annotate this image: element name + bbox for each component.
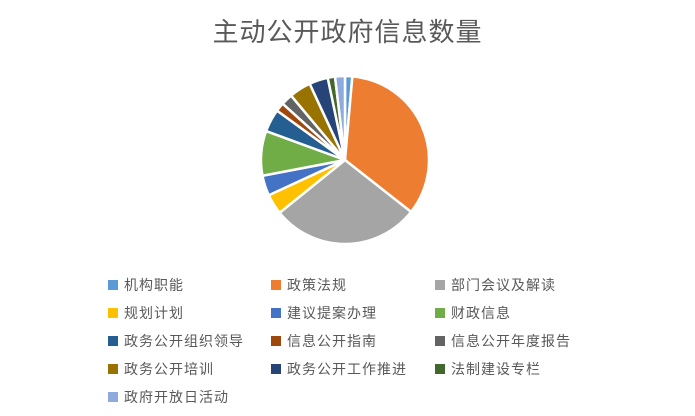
legend-swatch-icon [108,392,118,402]
legend-item-13[interactable]: 政府开放日活动 [108,387,271,407]
legend-swatch-icon [108,280,118,290]
legend-swatch-icon [271,336,281,346]
legend-swatch-icon [435,336,445,346]
legend-item-5[interactable]: 建议提案办理 [271,303,435,323]
legend-label: 机构职能 [124,277,184,293]
legend-swatch-icon [108,308,118,318]
legend-label: 政务公开培训 [124,361,214,377]
legend-swatch-icon [271,308,281,318]
legend-item-3[interactable]: 部门会议及解读 [435,275,668,295]
pie-slice-13[interactable] [333,74,347,162]
legend-swatch-icon [108,364,118,374]
legend-item-1[interactable]: 机构职能 [108,275,271,295]
legend-item-12[interactable]: 法制建设专栏 [435,359,668,379]
legend-item-7[interactable]: 政务公开组织领导 [108,331,271,351]
legend-label: 信息公开年度报告 [451,333,571,349]
legend-item-9[interactable]: 信息公开年度报告 [435,331,668,351]
legend-swatch-icon [271,280,281,290]
pie-slice-2[interactable] [343,75,431,214]
legend-item-10[interactable]: 政务公开培训 [108,359,271,379]
legend-swatch-icon [435,364,445,374]
legend-label: 政务公开工作推进 [287,361,407,377]
legend-item-6[interactable]: 财政信息 [435,303,668,323]
legend-label: 政务公开组织领导 [124,333,244,349]
legend-label: 信息公开指南 [287,333,377,349]
legend-label: 建议提案办理 [287,305,377,321]
legend-label: 政策法规 [287,277,347,293]
legend-item-8[interactable]: 信息公开指南 [271,331,435,351]
chart-legend: 机构职能 政策法规 部门会议及解读规划计划 建议提案办理 财政信息政务公开组织领导 信息公… [108,271,668,411]
legend-swatch-icon [271,364,281,374]
legend-label: 部门会议及解读 [451,277,556,293]
legend-label: 法制建设专栏 [451,361,541,377]
chart-title: 主动公开政府信息数量 [212,17,483,47]
pie-slice-3[interactable] [278,158,413,246]
legend-swatch-icon [108,336,118,346]
legend-label: 规划计划 [124,305,184,321]
legend-item-4[interactable]: 规划计划 [108,303,271,323]
legend-label: 政府开放日活动 [124,389,229,405]
legend-swatch-icon [435,308,445,318]
legend-item-11[interactable]: 政务公开工作推进 [271,359,435,379]
legend-swatch-icon [435,280,445,290]
legend-item-2[interactable]: 政策法规 [271,275,435,295]
legend-label: 财政信息 [451,305,511,321]
